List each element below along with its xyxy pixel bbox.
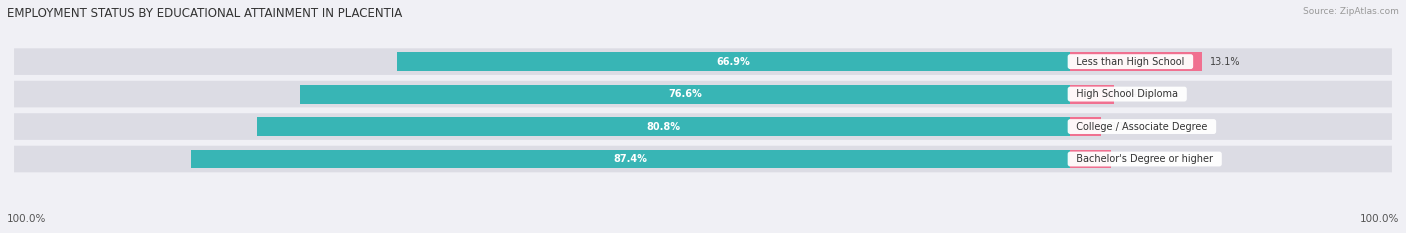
Bar xyxy=(191,150,1070,168)
Text: 80.8%: 80.8% xyxy=(647,122,681,132)
Text: 100.0%: 100.0% xyxy=(7,214,46,224)
Bar xyxy=(299,85,1070,103)
Bar xyxy=(257,117,1070,136)
Text: 76.6%: 76.6% xyxy=(668,89,702,99)
Text: College / Associate Degree: College / Associate Degree xyxy=(1070,122,1213,132)
Text: Bachelor's Degree or higher: Bachelor's Degree or higher xyxy=(1070,154,1219,164)
Bar xyxy=(398,52,1070,71)
Bar xyxy=(14,146,1392,172)
Text: 87.4%: 87.4% xyxy=(613,154,648,164)
Text: 100.0%: 100.0% xyxy=(1360,214,1399,224)
Text: 4.4%: 4.4% xyxy=(1122,89,1147,99)
Bar xyxy=(14,113,1392,140)
Text: High School Diploma: High School Diploma xyxy=(1070,89,1184,99)
Text: Source: ZipAtlas.com: Source: ZipAtlas.com xyxy=(1303,7,1399,16)
Bar xyxy=(14,48,1392,75)
Bar xyxy=(1070,150,1111,168)
Bar xyxy=(1070,52,1202,71)
Bar xyxy=(1070,85,1115,103)
Text: 3.1%: 3.1% xyxy=(1109,122,1133,132)
Text: 66.9%: 66.9% xyxy=(717,57,751,67)
Bar xyxy=(1070,117,1101,136)
Text: Less than High School: Less than High School xyxy=(1070,57,1191,67)
Text: 13.1%: 13.1% xyxy=(1211,57,1240,67)
Text: 4.1%: 4.1% xyxy=(1119,154,1143,164)
Bar xyxy=(14,81,1392,107)
Text: EMPLOYMENT STATUS BY EDUCATIONAL ATTAINMENT IN PLACENTIA: EMPLOYMENT STATUS BY EDUCATIONAL ATTAINM… xyxy=(7,7,402,20)
